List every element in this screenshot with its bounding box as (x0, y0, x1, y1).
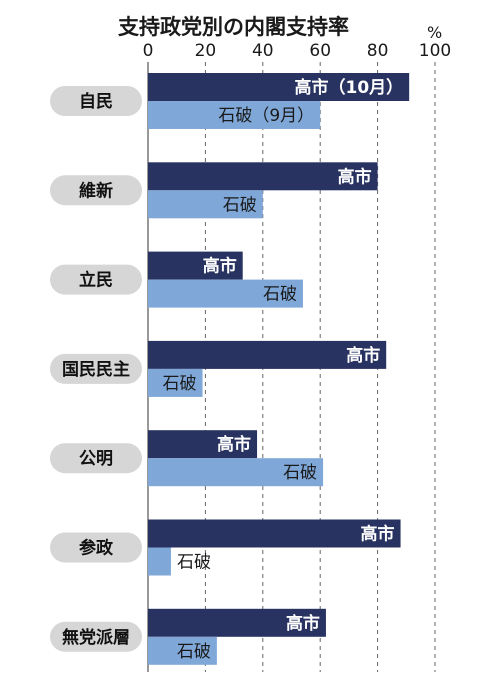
bar-石破 (148, 458, 324, 487)
bar-label: 高市 (217, 434, 251, 455)
category-label: 維新 (79, 180, 113, 201)
category-label: 公明 (79, 449, 113, 469)
bar-高市 (148, 519, 401, 548)
bar-label: 石破 (223, 195, 257, 215)
x-tick-label: 80 (367, 41, 389, 61)
bar-高市 (148, 73, 410, 101)
bar-label: 石破 (163, 374, 197, 394)
category-pill (50, 443, 142, 474)
bar-石破 (148, 368, 203, 397)
bar-石破 (148, 190, 263, 219)
category-pill (50, 86, 142, 116)
bar-label: 石破 (283, 463, 317, 483)
category-label: 国民民主 (62, 359, 130, 380)
bar-label: 高市（10月） (294, 77, 403, 98)
bar-label: 石破（9月） (218, 106, 314, 126)
category-pill (50, 264, 142, 295)
bar-高市 (148, 608, 326, 637)
category-label: 自民 (79, 91, 113, 112)
bar-石破 (148, 279, 303, 308)
bar-label: 石破 (263, 285, 297, 305)
category-label: 参政 (79, 538, 114, 559)
x-axis-ticks: 0 20 40 60 80 100 (143, 41, 452, 61)
bar-label: 石破 (177, 553, 211, 573)
unit-label: % (427, 23, 442, 42)
bar-石破 (148, 101, 321, 129)
x-tick-label: 60 (309, 41, 331, 61)
bar-label: 高市 (286, 613, 320, 634)
bar-label: 石破 (177, 642, 211, 662)
bar-label: 高市 (338, 166, 372, 187)
category-label: 無党派層 (62, 627, 130, 648)
category-pill (50, 175, 142, 206)
chart-title: 支持政党別の内閣支持率 (118, 15, 349, 39)
x-tick-label: 20 (195, 41, 217, 61)
category-pill (50, 621, 142, 652)
bar-高市 (148, 162, 378, 191)
x-tick-label: 100 (419, 41, 451, 61)
category-label: 立民 (79, 270, 113, 291)
bar-高市 (148, 430, 258, 459)
x-tick-label: 40 (252, 41, 274, 61)
bar-石破 (148, 636, 217, 665)
bar-label: 高市 (361, 524, 395, 545)
bar-石破 (148, 547, 171, 576)
category-pill (50, 532, 142, 563)
bar-高市 (148, 251, 243, 280)
bar-高市 (148, 340, 387, 369)
bar-label: 高市 (346, 345, 380, 366)
bar-label: 高市 (203, 256, 237, 277)
x-tick-label: 0 (143, 41, 154, 61)
category-pill (50, 353, 142, 384)
